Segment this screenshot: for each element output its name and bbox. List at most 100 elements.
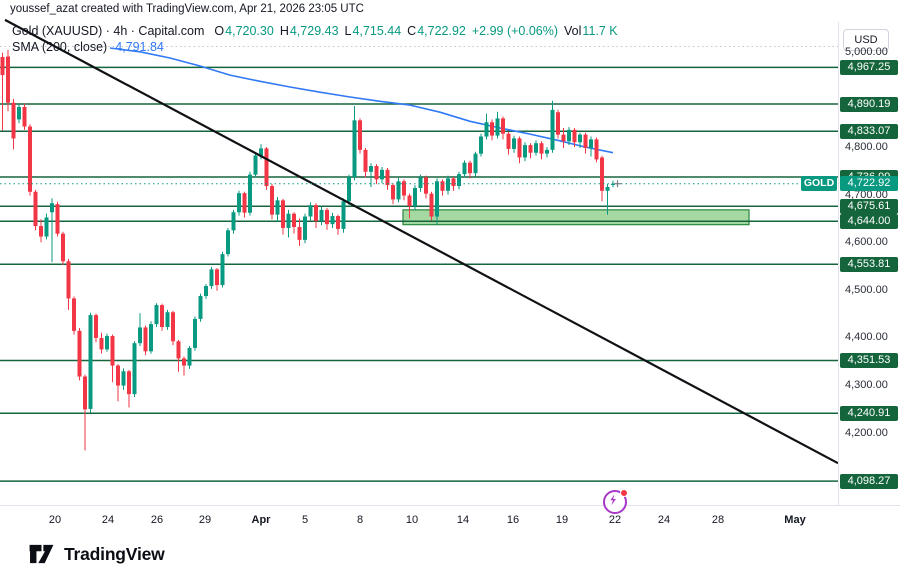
price-tick: 4,300.00: [845, 379, 888, 392]
candle-body: [99, 337, 104, 350]
candle-body: [231, 212, 236, 231]
candle-body: [352, 120, 357, 177]
time-tick: 24: [101, 514, 115, 526]
legend: Gold (XAUUSD) · 4h · Capital.com O4,720.3…: [12, 24, 618, 56]
price-axis[interactable]: USD 5,000.00 4,800.00 4,700.00 4,600.00 4,50…: [838, 22, 900, 505]
time-tick: 10: [405, 514, 419, 526]
time-tick: 16: [506, 514, 520, 526]
candle-body: [539, 143, 544, 154]
candle-body: [220, 254, 225, 286]
time-tick: Apr: [251, 514, 271, 526]
time-tick: 14: [456, 514, 470, 526]
candle-body: [528, 145, 533, 153]
price-tick: 4,800.00: [845, 141, 888, 153]
price-tick: 4,200.00: [845, 426, 888, 439]
candle-body: [440, 181, 445, 191]
time-tick: 28: [711, 514, 725, 526]
candle-body: [160, 305, 164, 327]
candle-body: [446, 178, 450, 191]
price-tick: 5,000.00: [845, 45, 888, 58]
candle-body: [176, 341, 181, 359]
candle-body: [215, 269, 219, 286]
candle-body: [600, 157, 604, 191]
candle-body: [512, 138, 516, 149]
candle-body: [583, 134, 588, 148]
trendline: [4, 18, 839, 465]
candle-body: [149, 324, 153, 352]
candle-body: [198, 296, 203, 319]
price-level-badge: 4,644.00: [840, 213, 898, 229]
candle-body: [567, 129, 571, 142]
candle-body: [358, 120, 362, 150]
candle-body: [396, 181, 401, 200]
change-value: +2.99 (+0.06%): [471, 24, 559, 38]
candle-body: [314, 205, 318, 221]
candle-body: [105, 336, 109, 350]
candle-body: [39, 226, 43, 237]
candle-body: [605, 187, 610, 191]
candle-body: [110, 336, 115, 366]
candle-body: [325, 209, 329, 225]
candle-body: [594, 139, 599, 160]
candle-body: [611, 183, 615, 185]
candle-body: [209, 269, 214, 287]
candle-body: [380, 169, 384, 180]
candle-body: [490, 122, 494, 136]
candle-body: [578, 134, 582, 143]
sma-value: 4,791.84: [115, 40, 164, 54]
sma-indicator-label[interactable]: SMA (200, close): [12, 40, 108, 54]
candle-body: [204, 286, 208, 297]
candle-body: [6, 56, 10, 103]
candle-body: [28, 126, 32, 192]
ohlc-label: H: [279, 24, 289, 38]
ohlc-values: O4,720.30 H4,729.43 L4,715.44 C4,722.92: [208, 24, 465, 38]
candle-body: [407, 195, 412, 207]
ohlc-value: 4,715.44: [352, 24, 402, 38]
events-lightning-icon[interactable]: [603, 489, 628, 514]
time-tick: 29: [198, 514, 212, 526]
candle-body: [374, 166, 379, 180]
sma-line: [109, 47, 614, 154]
ohlc-value: 4,720.30: [225, 24, 274, 38]
ohlc-label: L: [344, 24, 352, 38]
symbol-title[interactable]: Gold (XAUUSD) · 4h · Capital.com: [12, 24, 205, 38]
candle-body: [154, 305, 159, 325]
candle-body: [550, 109, 555, 150]
candle-body: [336, 216, 340, 229]
candle-body: [347, 177, 351, 202]
time-tick: 20: [48, 514, 62, 526]
price-tick: 4,500.00: [845, 283, 888, 296]
candle-body: [33, 191, 38, 227]
candle-body: [479, 136, 483, 154]
candle-body: [506, 133, 511, 149]
candle-body: [50, 203, 54, 213]
time-tick: 24: [657, 514, 671, 526]
candle-body: [341, 201, 346, 229]
candle-body: [275, 200, 280, 215]
current-price-badge: 4,722.92: [840, 176, 898, 192]
symbol-price-tag: GOLD: [801, 176, 837, 192]
attribution-text: youssef_azat created with TradingView.co…: [10, 3, 364, 15]
volume-value: 11.7 K: [582, 24, 618, 38]
candle-body: [138, 327, 142, 344]
candle-body: [61, 233, 65, 262]
candle-body: [501, 118, 505, 134]
candle-body: [242, 193, 247, 213]
candle-body: [303, 216, 307, 240]
ohlc-value: 4,722.92: [417, 24, 466, 38]
candle-body: [473, 153, 478, 174]
candle-body: [11, 102, 16, 139]
candle-body: [534, 143, 538, 153]
candle-body: [264, 148, 269, 187]
demand-zone: [402, 209, 750, 226]
price-level-badge: 4,890.19: [840, 96, 898, 112]
candle-body: [259, 148, 263, 156]
price-level-badge: 4,553.81: [840, 256, 898, 272]
tradingview-logo[interactable]: TradingView: [28, 543, 165, 565]
ohlc-label: O: [214, 24, 225, 38]
candle-body: [77, 330, 82, 377]
currency-usd-button[interactable]: USD: [843, 29, 889, 51]
time-axis[interactable]: 20 24 26 29 Apr 5 8 10 14 16 19 22 24 28 May: [0, 505, 900, 534]
candle-body: [88, 315, 93, 409]
